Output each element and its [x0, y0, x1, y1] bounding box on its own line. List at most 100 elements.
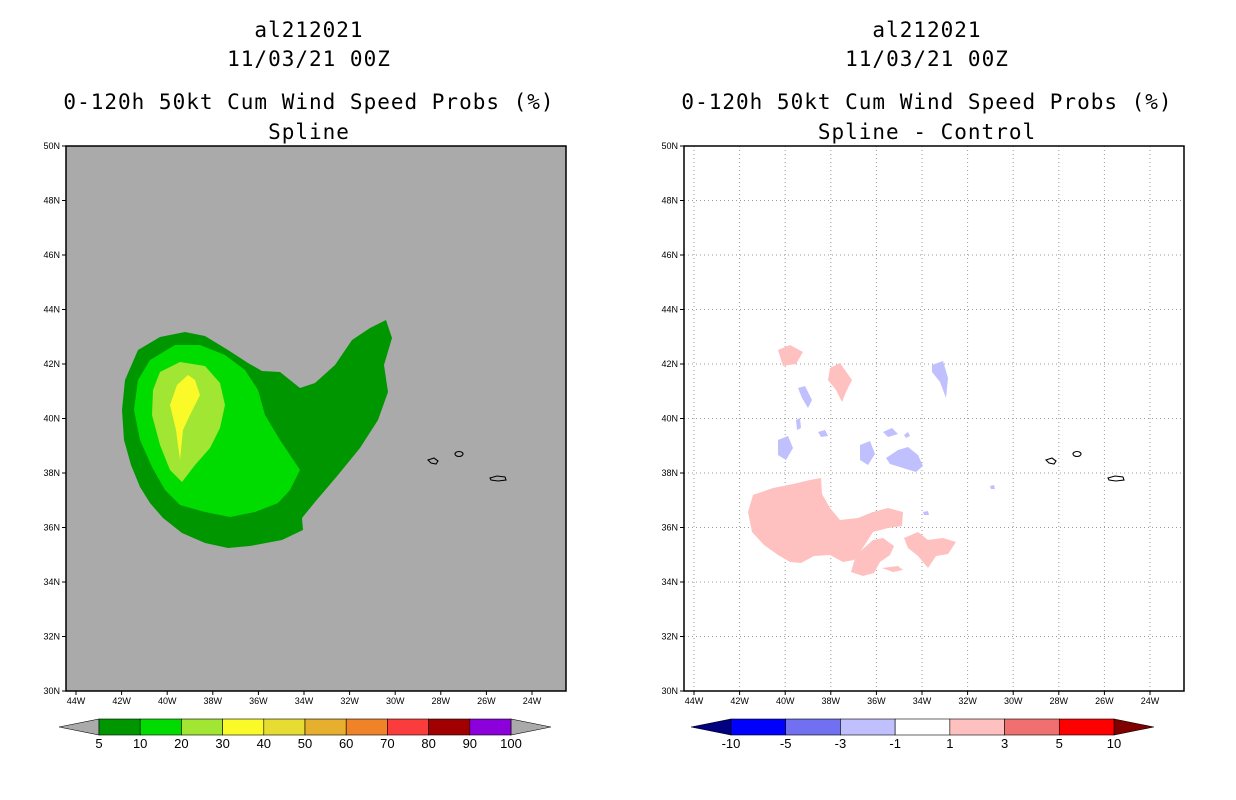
lat-tick-label: 46N [43, 250, 60, 260]
lat-tick-label: 50N [661, 141, 678, 151]
colorbar-swatch [139, 718, 182, 736]
colorbar-swatch [304, 718, 347, 736]
longitude-axis: 44W 42W 40W 38W 36W 34W 32W 30W 28W 26W 24W [685, 691, 1160, 706]
colorbar-label: 40 [257, 736, 271, 751]
colorbar-swatch [181, 718, 223, 736]
colorbar-swatch [1058, 718, 1115, 736]
diff-positive-area [904, 532, 956, 568]
colorbar-swatch [428, 718, 471, 736]
colorbar-label: 5 [1056, 736, 1063, 751]
lat-tick-label: 40N [661, 414, 678, 424]
lat-tick-label: 42N [43, 359, 60, 369]
diff-negative-area [883, 428, 898, 437]
colorbar-swatch [840, 718, 896, 736]
negative-difference-areas [778, 361, 995, 515]
colorbar-swatch [98, 718, 141, 736]
azores-central-islands [1072, 450, 1082, 458]
colorbar-swatch [1004, 718, 1060, 736]
diff-positive-area [748, 478, 903, 563]
diff-negative-area [886, 447, 923, 472]
colorbar-swatch [949, 718, 1005, 736]
storm-id-title: al212021 [872, 18, 982, 42]
probability-colorbar: 5 10 20 30 40 50 60 70 80 90 100 [58, 718, 552, 751]
lat-tick-label: 48N [661, 196, 678, 206]
difference-colorbar: -10 -5 -3 -1 1 3 5 10 [690, 718, 1155, 751]
lon-tick-label: 40W [776, 696, 795, 706]
longitude-axis: 44W 42W 40W 38W 36W 34W 32W 30W 28W 26W 24W [67, 691, 542, 706]
colorbar-label: 90 [463, 736, 477, 751]
method-title: Spline - Control [817, 120, 1037, 144]
azores-flores-island [1044, 457, 1057, 465]
lon-tick-label: 36W [249, 696, 268, 706]
diff-negative-area [796, 418, 801, 430]
diff-negative-area [904, 432, 910, 438]
lat-tick-label: 32N [43, 632, 60, 642]
colorbar-label: -3 [835, 736, 847, 751]
lon-tick-label: 24W [523, 696, 542, 706]
diff-positive-area [828, 363, 852, 402]
colorbar-under-arrow [690, 718, 732, 736]
lon-tick-label: 28W [432, 696, 451, 706]
prob-contour-20 [152, 362, 225, 482]
lon-tick-label: 28W [1050, 696, 1069, 706]
colorbar-label: 60 [339, 736, 353, 751]
colorbar-label: -5 [780, 736, 792, 751]
right-panel: al212021 11/03/21 00Z 0-120h 50kt Cum Wi… [618, 0, 1236, 800]
lat-tick-label: 30N [661, 686, 678, 696]
lat-tick-label: 40N [43, 414, 60, 424]
colorbar-label: 100 [500, 736, 522, 751]
colorbar-swatch [894, 718, 951, 736]
lon-tick-label: 32W [340, 696, 359, 706]
lat-tick-label: 46N [661, 250, 678, 260]
lon-tick-label: 38W [822, 696, 841, 706]
lon-tick-label: 38W [204, 696, 223, 706]
lon-tick-label: 34W [295, 696, 314, 706]
lon-tick-label: 24W [1141, 696, 1160, 706]
lon-tick-label: 26W [1095, 696, 1114, 706]
lat-tick-label: 32N [661, 632, 678, 642]
azores-flores-island [426, 457, 439, 465]
forecast-time-title: 11/03/21 00Z [845, 47, 1009, 71]
lon-tick-label: 40W [158, 696, 177, 706]
colorbar-swatch [785, 718, 841, 736]
forecast-time-title: 11/03/21 00Z [227, 47, 391, 71]
colorbar-label: 20 [174, 736, 188, 751]
diff-positive-area [851, 538, 894, 576]
colorbar-swatch [387, 718, 429, 736]
lat-tick-label: 34N [661, 577, 678, 587]
azores-sao-miguel-island [489, 475, 507, 482]
storm-id-title: al212021 [254, 18, 364, 42]
lat-tick-label: 30N [43, 686, 60, 696]
positive-difference-areas [748, 345, 956, 576]
colorbar-label: 80 [421, 736, 435, 751]
diff-negative-area [798, 386, 812, 408]
colorbar-label: 10 [133, 736, 147, 751]
probability-map: 50N 48N 46N 44N 42N 40N 38N 36N 34N 32N 30N 44W 42W… [43, 141, 567, 751]
colorbar-label: 70 [380, 736, 394, 751]
azores-islands [1044, 450, 1125, 482]
diff-positive-area [778, 345, 803, 366]
diff-negative-area [990, 485, 995, 489]
colorbar-swatch [345, 718, 388, 736]
colorbar-label: -10 [722, 736, 741, 751]
colorbar-label: 3 [1001, 736, 1008, 751]
colorbar-swatch [222, 718, 265, 736]
diff-negative-area [778, 436, 793, 460]
lon-tick-label: 44W [685, 696, 704, 706]
lat-tick-label: 50N [43, 141, 60, 151]
lat-tick-label: 36N [661, 523, 678, 533]
product-title: 0-120h 50kt Cum Wind Speed Probs (%) [63, 90, 555, 114]
colorbar-label: 30 [215, 736, 229, 751]
lat-tick-label: 38N [661, 468, 678, 478]
lon-tick-label: 44W [67, 696, 86, 706]
diff-negative-area [818, 430, 828, 437]
lon-tick-label: 26W [477, 696, 496, 706]
lat-tick-label: 44N [43, 305, 60, 315]
colorbar-label: -1 [889, 736, 901, 751]
colorbar-label: 50 [298, 736, 312, 751]
difference-map: 50N 48N 46N 44N 42N 40N 38N 36N 34N 32N 30N 44W 42W… [661, 141, 1185, 751]
colorbar-over-arrow [1113, 718, 1155, 736]
lat-tick-label: 34N [43, 577, 60, 587]
diff-negative-area [923, 511, 929, 515]
colorbar-swatch [263, 718, 306, 736]
